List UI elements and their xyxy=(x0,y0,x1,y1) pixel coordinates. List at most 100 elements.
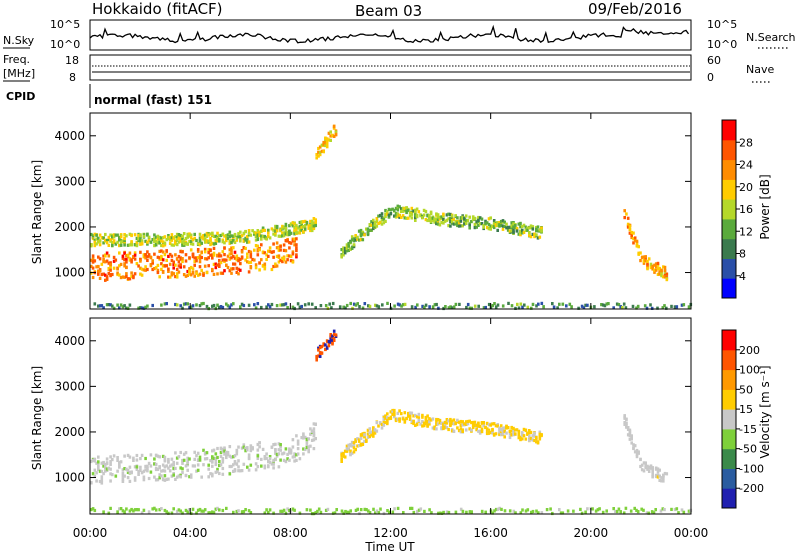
velocity-cell xyxy=(579,507,582,511)
power-cell xyxy=(491,224,494,228)
velocity-cell xyxy=(334,333,338,337)
power-cell xyxy=(226,236,230,240)
power-cell xyxy=(218,262,221,266)
power-cell xyxy=(186,302,189,306)
velocity-cell xyxy=(531,509,535,514)
velocity-cell xyxy=(423,509,426,513)
colorbar-tick-label: 100 xyxy=(739,364,760,377)
power-cell xyxy=(498,223,501,227)
power-cell xyxy=(529,235,533,239)
power-cell xyxy=(656,272,660,276)
velocity-cell xyxy=(640,463,644,467)
velocity-cell xyxy=(535,437,538,441)
power-cell xyxy=(431,305,435,309)
power-cell xyxy=(228,235,232,239)
power-cell xyxy=(218,252,221,256)
power-cell xyxy=(203,233,207,237)
velocity-cell xyxy=(656,473,660,477)
velocity-cell xyxy=(140,453,144,457)
velocity-cell xyxy=(309,508,312,512)
velocity-cell xyxy=(445,510,449,514)
velocity-cell xyxy=(254,468,258,472)
power-cell xyxy=(230,238,233,242)
power-cell xyxy=(279,303,282,307)
power-cell xyxy=(242,303,246,308)
velocity-cell xyxy=(209,459,212,463)
velocity-cell xyxy=(209,511,212,515)
power-cell xyxy=(109,261,112,265)
velocity-data xyxy=(90,329,693,516)
power-cell xyxy=(139,242,142,246)
velocity-cell xyxy=(658,468,661,472)
power-cell xyxy=(202,273,205,277)
velocity-cell xyxy=(445,426,449,430)
velocity-cell xyxy=(325,339,329,343)
power-cell xyxy=(612,306,615,310)
velocity-cell xyxy=(614,509,617,513)
power-cell xyxy=(168,262,172,266)
velocity-cell xyxy=(160,507,163,511)
power-cell xyxy=(293,229,296,233)
velocity-cell xyxy=(580,511,584,515)
power-cell xyxy=(196,256,200,260)
velocity-cell xyxy=(284,511,288,515)
velocity-cell xyxy=(175,456,179,460)
power-cell xyxy=(503,220,506,224)
velocity-cell xyxy=(647,465,651,469)
velocity-ylabel: Slant Range [km] xyxy=(30,366,44,470)
x-tick-label: 08:00 xyxy=(273,526,308,540)
power-cell xyxy=(429,219,433,224)
power-cell xyxy=(172,272,175,276)
power-cell xyxy=(275,254,279,258)
power-cell xyxy=(310,219,314,223)
power-cell xyxy=(398,205,401,209)
power-cell xyxy=(270,227,274,231)
power-cell xyxy=(95,242,98,246)
velocity-cell xyxy=(230,464,233,469)
velocity-cell xyxy=(394,417,398,422)
power-cell xyxy=(533,232,536,236)
power-cell xyxy=(223,234,226,238)
power-cell xyxy=(359,228,363,233)
power-cell xyxy=(332,125,336,129)
velocity-cell xyxy=(232,469,235,473)
velocity-cell xyxy=(464,422,468,426)
power-cell xyxy=(465,305,468,310)
power-cell xyxy=(232,302,235,306)
power-cell xyxy=(619,305,622,309)
power-cell xyxy=(633,236,637,240)
power-cell xyxy=(256,230,260,234)
power-cell xyxy=(230,256,233,260)
velocity-cell xyxy=(263,466,267,470)
power-cell xyxy=(267,231,270,235)
power-cell xyxy=(492,221,496,226)
velocity-cell xyxy=(196,458,200,462)
velocity-cell xyxy=(256,465,260,469)
power-cell xyxy=(235,266,239,270)
power-cell xyxy=(181,234,184,238)
power-cell xyxy=(570,305,573,309)
velocity-cell xyxy=(492,432,496,436)
power-cell xyxy=(237,256,240,261)
velocity-cell xyxy=(219,446,223,450)
time-axis: 00:00 04:00 08:00 12:00 16:00 20:00 00:00 xyxy=(73,113,708,540)
power-cell xyxy=(274,264,277,268)
velocity-cell xyxy=(639,464,642,469)
velocity-cell xyxy=(91,507,95,511)
power-cell xyxy=(447,224,450,228)
velocity-cell xyxy=(630,434,633,439)
power-cell xyxy=(188,269,191,273)
power-cell xyxy=(256,302,260,306)
velocity-cell xyxy=(368,435,372,439)
power-cell xyxy=(288,254,291,258)
power-cell xyxy=(230,248,233,253)
power-cell xyxy=(125,272,128,276)
velocity-cell xyxy=(312,447,316,451)
power-cell xyxy=(398,303,402,307)
velocity-cell xyxy=(172,462,175,467)
velocity-cell xyxy=(105,462,109,466)
velocity-cell xyxy=(373,428,377,432)
power-cell xyxy=(345,249,349,253)
velocity-cell xyxy=(121,471,125,475)
power-cell xyxy=(225,258,228,262)
